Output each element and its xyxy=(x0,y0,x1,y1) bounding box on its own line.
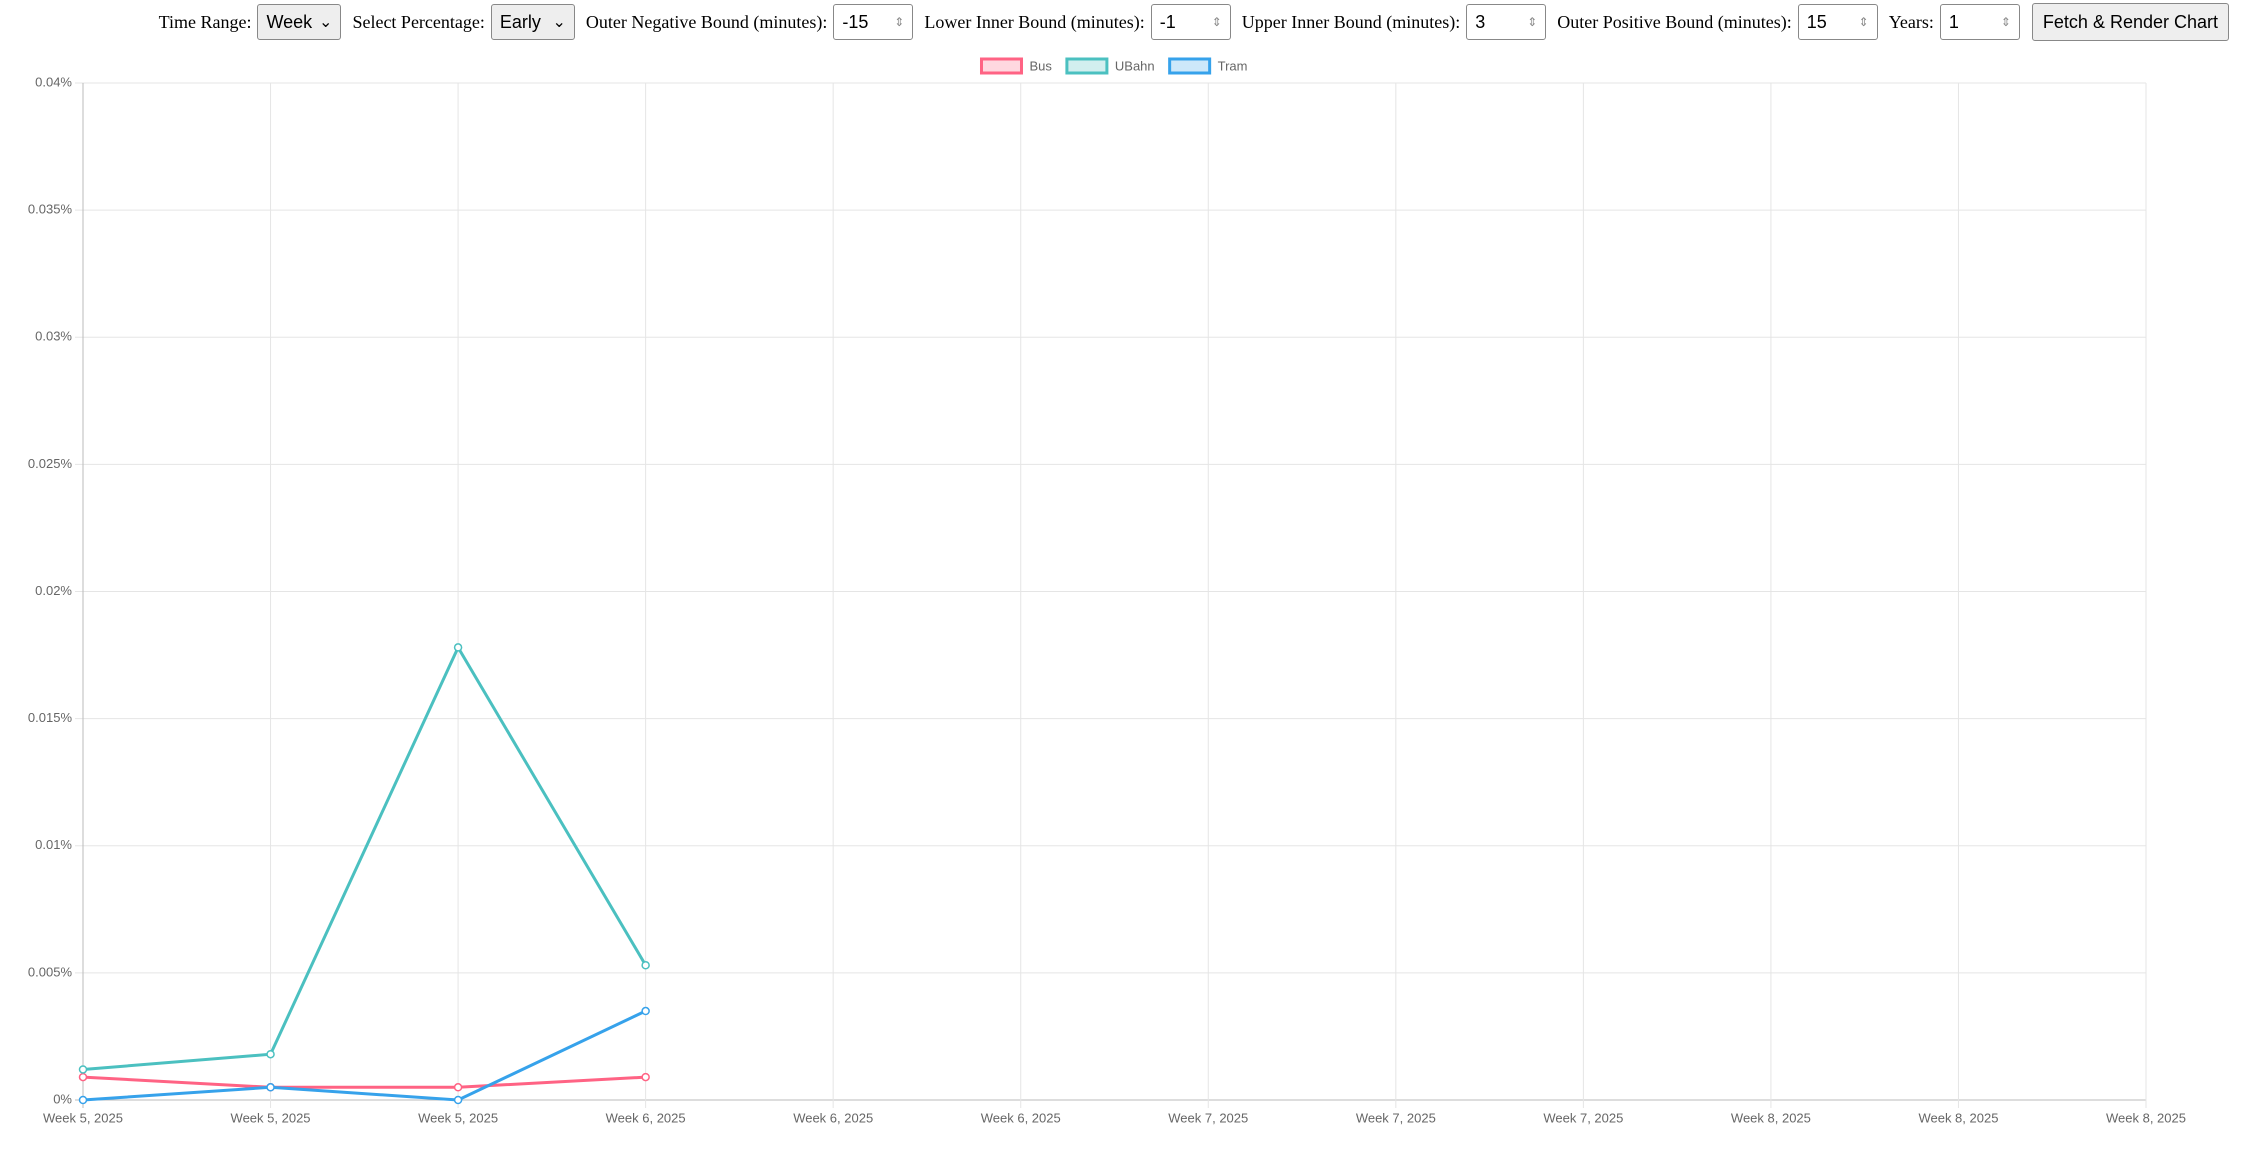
label: Outer Positive Bound (minutes): xyxy=(1557,11,1792,32)
x-tick-label: Week 6, 2025 xyxy=(793,1110,873,1125)
controls: Time Range: Week Select Percentage: Earl… xyxy=(0,2,2229,42)
x-tick-label: Week 8, 2025 xyxy=(1731,1110,1811,1125)
upper-inner-input[interactable]: 3 xyxy=(1466,4,1547,40)
label: Lower Inner Bound (minutes): xyxy=(924,11,1145,32)
percentage-select[interactable]: Early xyxy=(490,4,575,40)
y-tick-label: 0.01% xyxy=(35,837,72,852)
legend-label: UBahn xyxy=(1115,58,1155,73)
label: Outer Negative Bound (minutes): xyxy=(585,11,828,32)
point xyxy=(266,1049,275,1059)
point xyxy=(453,643,463,652)
line xyxy=(82,644,647,1071)
y-tick-label: 0.02% xyxy=(35,583,72,598)
y-tick-label: 0.025% xyxy=(28,456,73,471)
label: Select Percentage: xyxy=(352,11,485,32)
value: Early xyxy=(499,11,541,32)
x-tick-label: Week 6, 2025 xyxy=(606,1110,686,1125)
value: Week xyxy=(266,11,313,32)
x-tick-label: Week 7, 2025 xyxy=(1356,1110,1436,1125)
legend-swatch xyxy=(1065,57,1109,75)
point xyxy=(453,1095,463,1105)
y-tick-label: 0.005% xyxy=(28,964,73,979)
x-tick-label: Week 7, 2025 xyxy=(1168,1110,1248,1125)
point xyxy=(641,1006,650,1016)
label: Upper Inner Bound (minutes): xyxy=(1241,11,1461,32)
point xyxy=(78,1095,88,1105)
point xyxy=(641,1072,650,1082)
point xyxy=(78,1065,88,1074)
y-tick-label: 0.03% xyxy=(35,329,72,344)
point xyxy=(453,1083,463,1092)
y-tick-label: 0.035% xyxy=(28,202,73,217)
lower-inner-input[interactable]: -1 xyxy=(1150,4,1231,40)
y-tick-label: 0.04% xyxy=(35,74,72,89)
value: 1 xyxy=(1948,11,1959,32)
years-input[interactable]: 1 xyxy=(1939,4,2020,40)
x-tick-label: Week 5, 2025 xyxy=(418,1110,498,1125)
label: Years: xyxy=(1888,11,1934,32)
legend-swatch xyxy=(1168,57,1212,75)
value: 15 xyxy=(1806,11,1827,32)
x-tick-label: Week 7, 2025 xyxy=(1543,1110,1623,1125)
x-tick-label: Week 6, 2025 xyxy=(981,1110,1061,1125)
value: 3 xyxy=(1475,11,1486,32)
legend-swatch xyxy=(979,57,1023,75)
value: -15 xyxy=(842,11,869,32)
label: Time Range: xyxy=(158,11,252,32)
point xyxy=(266,1083,275,1092)
line xyxy=(82,1009,647,1102)
point xyxy=(78,1072,88,1082)
line xyxy=(82,1075,646,1089)
fetch-button[interactable]: Fetch & Render Chart xyxy=(2031,3,2229,41)
outer-positive-input[interactable]: 15 xyxy=(1797,4,1878,40)
x-tick-label: Week 5, 2025 xyxy=(43,1110,123,1125)
x-tick-label: Week 8, 2025 xyxy=(1918,1110,1998,1125)
y-tick-label: 0.015% xyxy=(28,710,73,725)
point xyxy=(641,960,650,970)
x-tick-label: Week 5, 2025 xyxy=(231,1110,311,1125)
legend-label: Tram xyxy=(1218,58,1248,73)
legend-label: Bus xyxy=(1029,58,1052,73)
time-range-select[interactable]: Week xyxy=(257,4,342,40)
outer-negative-input[interactable]: -15 xyxy=(833,4,914,40)
y-tick-label: 0% xyxy=(53,1091,72,1106)
x-tick-label: Week 8, 2025 xyxy=(2106,1110,2186,1125)
value: -1 xyxy=(1159,11,1176,32)
